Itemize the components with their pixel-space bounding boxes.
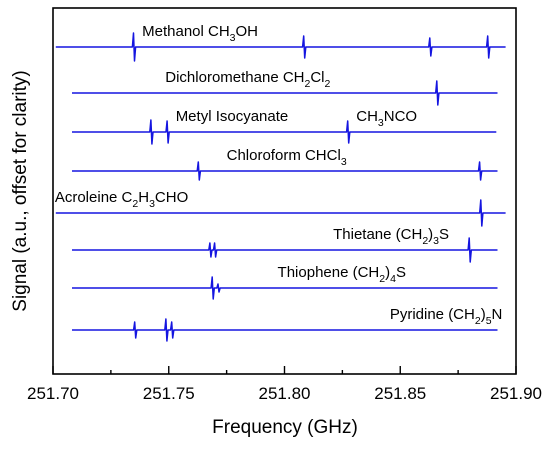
- y-axis-label: Signal (a.u., offset for clarity): [10, 70, 31, 311]
- series-label-4: Chloroform CHCl3: [227, 147, 347, 168]
- series-traces: [55, 32, 506, 342]
- series-trace-4: [72, 161, 498, 181]
- x-tick-label: 251.70: [27, 384, 79, 403]
- annotation-1: CH3NCO: [356, 108, 417, 129]
- series-trace-3: [72, 119, 497, 145]
- series-labels: Methanol CH3OH Dichloromethane CH2Cl2 Mety…: [55, 23, 503, 327]
- series-trace-2: [72, 80, 498, 106]
- series-trace-6: [72, 237, 498, 263]
- series-label-8: Pyridine (CH2)5N: [390, 306, 503, 327]
- series-label-5: Acroleine C2H3CHO: [55, 189, 188, 210]
- series-trace-7: [72, 276, 498, 300]
- x-ticks: [52, 366, 517, 374]
- series-label-6: Thietane (CH2)3S: [333, 226, 449, 247]
- x-tick-labels: 251.70 251.75 251.80 251.85 251.90: [27, 384, 542, 403]
- series-label-3: Metyl Isocyanate: [176, 108, 289, 125]
- series-trace-5: [55, 199, 506, 227]
- series-trace-1: [55, 32, 506, 62]
- x-axis-label: Frequency (GHz): [212, 417, 358, 438]
- series-label-1: Methanol CH3OH: [142, 23, 258, 44]
- x-tick-label: 251.75: [143, 384, 195, 403]
- x-tick-label: 251.80: [259, 384, 311, 403]
- series-label-2: Dichloromethane CH2Cl2: [165, 69, 330, 90]
- x-tick-label: 251.90: [490, 384, 542, 403]
- series-label-7: Thiophene (CH2)4S: [278, 264, 406, 285]
- x-tick-label: 251.85: [374, 384, 426, 403]
- series-trace-8: [72, 318, 498, 342]
